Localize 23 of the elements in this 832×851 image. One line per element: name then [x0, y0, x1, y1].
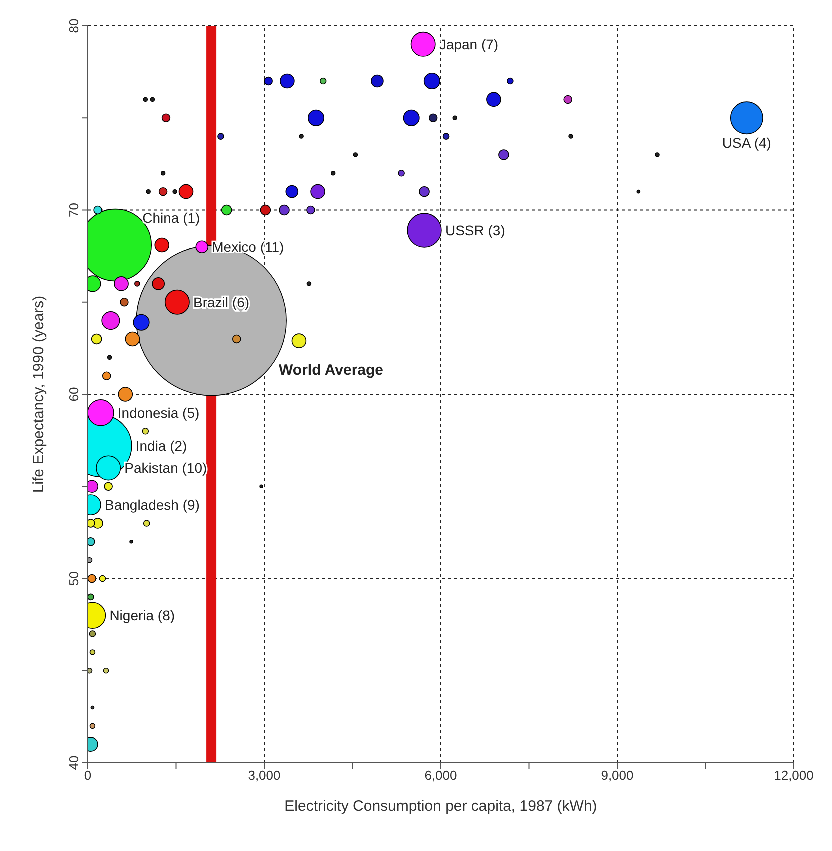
y-tick-label: 80 [66, 18, 82, 34]
x-tick-label: 9,000 [601, 768, 634, 784]
x-axis-title: Electricity Consumption per capita, 1987 (kWh) [284, 798, 598, 815]
annotation: Japan (7) [439, 36, 499, 52]
annotation: Pakistan (10) [124, 460, 208, 476]
y-tick-label: 70 [66, 203, 82, 218]
annotation: USA (4) [722, 135, 772, 152]
x-tick-label: 12,000 [774, 768, 814, 784]
annotation: USSR (3) [445, 222, 506, 238]
y-axis-title: Life Expectancy, 1990 (years) [30, 296, 48, 494]
annotation: India (2) [136, 438, 188, 454]
annotation: China (1) [142, 210, 200, 226]
y-tick-label: 50 [66, 572, 82, 586]
y-tick-label: 60 [66, 387, 82, 402]
annotation: Indonesia (5) [118, 404, 200, 421]
x-tick-label: 3,000 [248, 768, 281, 784]
annotation: Brazil (6) [194, 294, 250, 310]
y-tick-label: 40 [66, 756, 82, 770]
annotation: Nigeria (8) [110, 608, 176, 624]
annotation: Bangladesh (9) [105, 496, 200, 513]
x-tick-label: 0 [84, 768, 92, 784]
annotation: World Average [279, 362, 384, 379]
x-tick-label: 6,000 [424, 768, 458, 784]
